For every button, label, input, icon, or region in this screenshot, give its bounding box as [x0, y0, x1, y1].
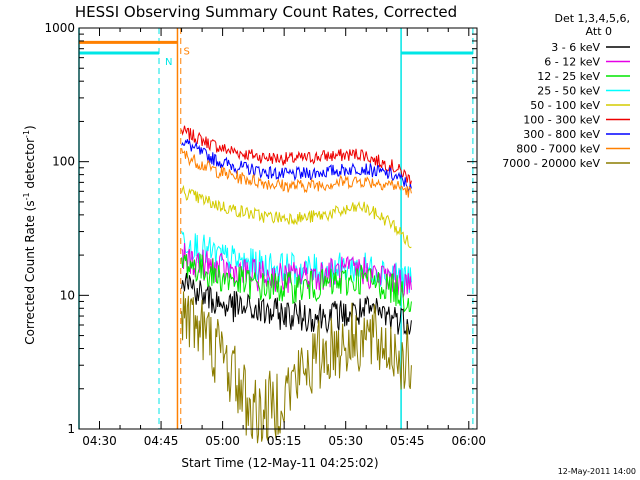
legend-label-2: 12 - 25 keV	[537, 70, 600, 83]
series-line-1	[181, 139, 412, 192]
x-tick-label-4: 05:30	[328, 434, 363, 448]
series-line-4	[181, 230, 412, 293]
legend-label-4: 50 - 100 keV	[530, 99, 600, 112]
legend-label-3: 25 - 50 keV	[537, 85, 600, 98]
legend-label-1: 6 - 12 keV	[544, 56, 600, 69]
series-line-6	[181, 253, 412, 313]
series-line-0	[181, 125, 412, 186]
x-tick-label-6: 06:00	[451, 434, 486, 448]
flag-label-N: N	[165, 57, 172, 68]
axes: 04:30 04:45 05:00 05:15 05:30 05:45 06:00 1 10 10…	[44, 21, 486, 448]
series-line-2	[181, 148, 412, 198]
series-line-7	[181, 272, 412, 335]
series-line-5	[181, 242, 412, 298]
y-tick-label-0: 1	[67, 422, 75, 436]
legend-subheader: Att 0	[586, 25, 612, 38]
flag-label-S: S	[183, 46, 189, 57]
legend-label-6: 300 - 800 keV	[523, 128, 600, 141]
footer-timestamp: 12-May-2011 14:00	[558, 467, 636, 476]
y-tick-label-2: 100	[52, 155, 75, 169]
x-tick-label-3: 05:15	[267, 434, 302, 448]
chart-title: HESSI Observing Summary Count Rates, Cor…	[75, 3, 457, 21]
legend-label-7: 800 - 7000 keV	[516, 143, 600, 156]
plot-frame	[78, 27, 478, 430]
legend-label-5: 100 - 300 keV	[523, 114, 600, 127]
legend-label-8: 7000 - 20000 keV	[502, 157, 600, 170]
x-tick-label-0: 04:30	[82, 434, 117, 448]
y-tick-label-3: 1000	[44, 21, 75, 35]
plot-area: NS	[78, 28, 474, 444]
legend-header: Det 1,3,4,5,6,	[554, 12, 630, 25]
legend-label-0: 3 - 6 keV	[551, 41, 600, 54]
y-tick-label-1: 10	[60, 288, 75, 302]
x-tick-label-5: 05:45	[390, 434, 425, 448]
x-tick-label-2: 05:00	[205, 434, 240, 448]
x-axis-label: Start Time (12-May-11 04:25:02)	[181, 456, 378, 470]
series-line-3	[181, 184, 412, 249]
y-axis-label: Corrected Count Rate (s-1 detector-1)	[22, 125, 37, 344]
legend: Det 1,3,4,5,6, Att 0 3 - 6 keV 6 - 12 keV…	[502, 12, 630, 170]
x-tick-label-1: 04:45	[144, 434, 179, 448]
series-line-8	[181, 291, 412, 444]
